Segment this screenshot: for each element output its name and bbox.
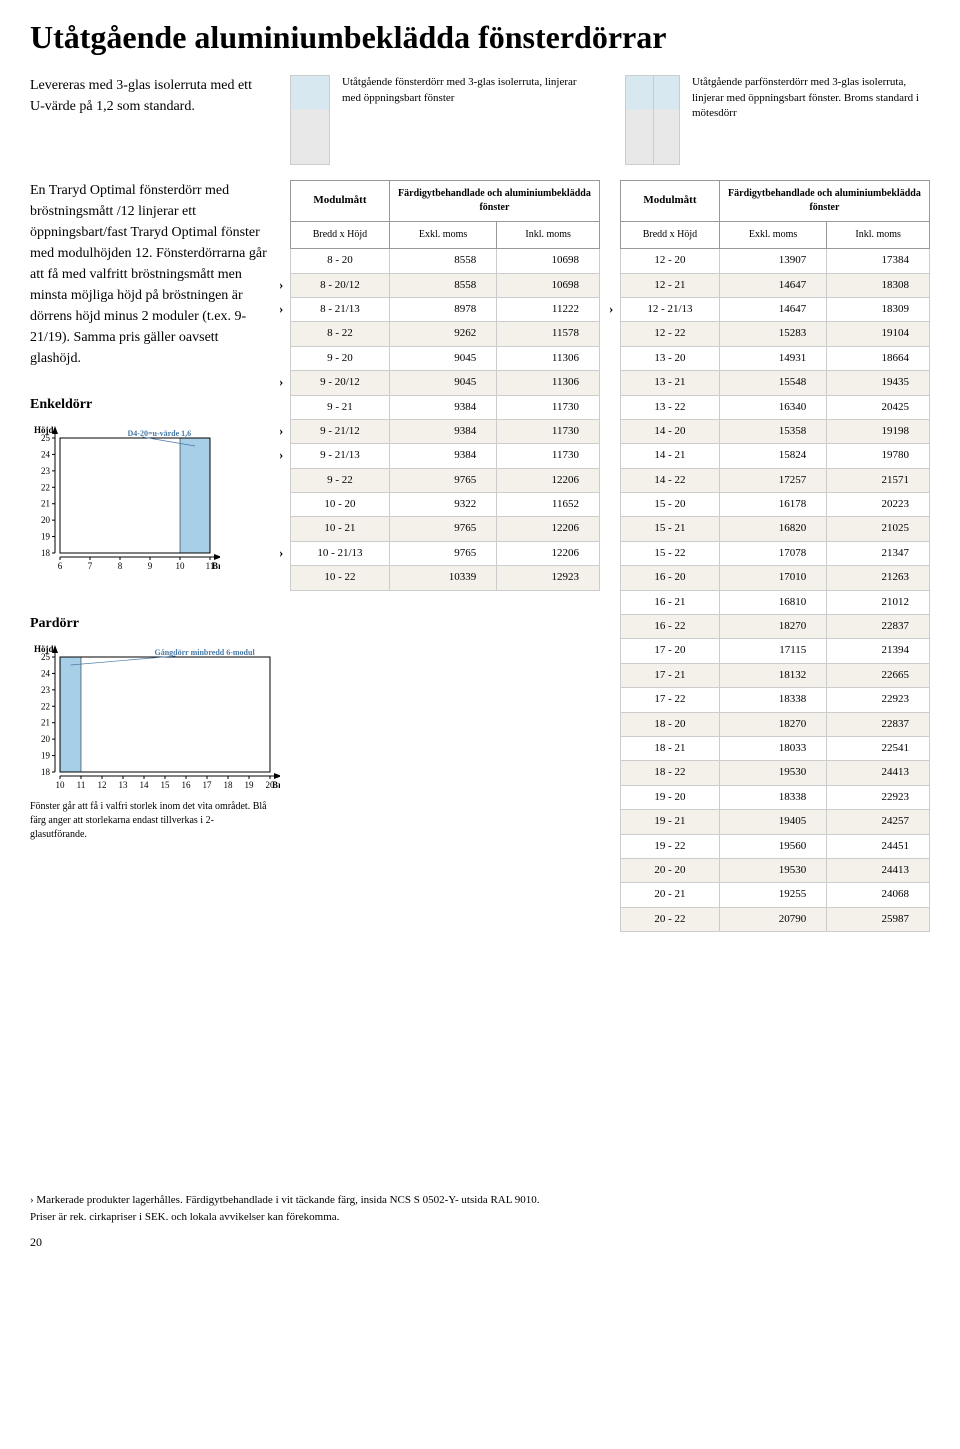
table-row: 12 - 201390717384 [621, 249, 930, 273]
table-row: 16 - 221827022837 [621, 615, 930, 639]
table-row: 9 - 20904511306 [291, 346, 600, 370]
table-row: 16 - 201701021263 [621, 566, 930, 590]
table-row: 9 - 21/12938411730 [291, 419, 600, 443]
table-row: 12 - 211464718308 [621, 273, 930, 297]
svg-text:24: 24 [41, 450, 51, 460]
table-row: 19 - 211940524257 [621, 810, 930, 834]
table-row: 9 - 20/12904511306 [291, 371, 600, 395]
table-row: 10 - 20932211652 [291, 493, 600, 517]
svg-text:21: 21 [41, 718, 50, 728]
svg-text:19: 19 [245, 780, 255, 790]
chart-footnote: Fönster går att få i valfri storlek inom… [30, 800, 270, 842]
svg-text:21: 21 [41, 499, 50, 509]
table-row: 8 - 21/13897811222 [291, 297, 600, 321]
stock-note: › Markerade produkter lagerhålles. Färdi… [30, 1192, 930, 1209]
body-text: En Traryd Optimal fönsterdörr med bröstn… [30, 180, 270, 369]
svg-text:Höjd: Höjd [34, 425, 54, 435]
intro-text: Levereras med 3-glas isolerruta med ett … [30, 75, 270, 117]
single-door-caption: Utåtgående fönsterdörr med 3-glas isoler… [342, 75, 595, 106]
table-row: 12 - 21/131464718309 [621, 297, 930, 321]
price-note: Priser är rek. cirkapriser i SEK. och lo… [30, 1209, 930, 1226]
table-row: 18 - 201827022837 [621, 712, 930, 736]
table-row: 18 - 221953024413 [621, 761, 930, 785]
chart2: 25242322212019181011121314151617181920Hö… [30, 642, 260, 792]
svg-text:14: 14 [140, 780, 150, 790]
table-row: 10 - 21/13976512206 [291, 541, 600, 565]
svg-text:18: 18 [41, 548, 51, 558]
svg-text:18: 18 [41, 767, 51, 777]
svg-text:16: 16 [182, 780, 192, 790]
svg-text:12: 12 [98, 780, 107, 790]
svg-text:8: 8 [118, 561, 123, 571]
price-table-single: ModulmåttFärdigytbehandlade och aluminiu… [290, 180, 600, 932]
single-door-image [290, 75, 330, 165]
table-row: 20 - 201953024413 [621, 858, 930, 882]
table-row: 18 - 211803322541 [621, 737, 930, 761]
chart1-title: Enkeldörr [30, 394, 270, 415]
table-row: 19 - 201833822923 [621, 785, 930, 809]
chart2-title: Pardörr [30, 613, 270, 634]
svg-text:23: 23 [41, 685, 51, 695]
table-row: 12 - 221528319104 [621, 322, 930, 346]
table-row: 9 - 21938411730 [291, 395, 600, 419]
table-row: 14 - 201535819198 [621, 419, 930, 443]
svg-text:15: 15 [161, 780, 171, 790]
table-row: 10 - 221033912923 [291, 566, 600, 590]
svg-text:19: 19 [41, 751, 51, 761]
svg-text:17: 17 [203, 780, 213, 790]
table-row: 15 - 221707821347 [621, 541, 930, 565]
table-row: 9 - 21/13938411730 [291, 444, 600, 468]
table-row: 10 - 21976512206 [291, 517, 600, 541]
double-door-image [625, 75, 680, 165]
svg-text:7: 7 [88, 561, 93, 571]
svg-text:6: 6 [58, 561, 63, 571]
table-row: 19 - 221956024451 [621, 834, 930, 858]
svg-text:Bredd: Bredd [272, 780, 280, 790]
page-title: Utåtgående aluminiumbeklädda fönsterdörr… [30, 20, 930, 55]
table-row: 9 - 22976512206 [291, 468, 600, 492]
table-row: 17 - 221833822923 [621, 688, 930, 712]
svg-text:10: 10 [176, 561, 186, 571]
svg-text:Bredd: Bredd [212, 561, 220, 571]
table-row: 16 - 211681021012 [621, 590, 930, 614]
svg-text:23: 23 [41, 466, 51, 476]
svg-text:13: 13 [119, 780, 129, 790]
table-row: 8 - 20855810698 [291, 249, 600, 273]
price-table-double: ModulmåttFärdigytbehandlade och aluminiu… [620, 180, 930, 932]
table-row: 14 - 211582419780 [621, 444, 930, 468]
svg-text:Gångdörr minbredd 6-modul: Gångdörr minbredd 6-modul [155, 648, 256, 657]
table-row: 20 - 222079025987 [621, 907, 930, 931]
double-door-caption: Utåtgående parfönsterdörr med 3-glas iso… [692, 75, 930, 121]
table-row: 15 - 211682021025 [621, 517, 930, 541]
table-row: 17 - 211813222665 [621, 663, 930, 687]
table-row: 14 - 221725721571 [621, 468, 930, 492]
svg-text:19: 19 [41, 532, 51, 542]
svg-text:11: 11 [77, 780, 86, 790]
page-number: 20 [30, 1233, 930, 1251]
table-row: 20 - 211925524068 [621, 883, 930, 907]
svg-text:D4-20=u-värde 1,6: D4-20=u-värde 1,6 [128, 429, 192, 438]
table-row: 8 - 22926211578 [291, 322, 600, 346]
svg-text:20: 20 [41, 734, 51, 744]
svg-text:18: 18 [224, 780, 234, 790]
svg-text:20: 20 [41, 515, 51, 525]
table-row: 13 - 201493118664 [621, 346, 930, 370]
table-row: 13 - 211554819435 [621, 371, 930, 395]
svg-text:Höjd: Höjd [34, 644, 54, 654]
svg-text:22: 22 [41, 701, 50, 711]
svg-text:10: 10 [56, 780, 66, 790]
table-row: 13 - 221634020425 [621, 395, 930, 419]
table-row: 15 - 201617820223 [621, 493, 930, 517]
svg-text:9: 9 [148, 561, 153, 571]
svg-text:22: 22 [41, 482, 50, 492]
chart1: 252423222120191867891011HöjdBreddD4-20=u… [30, 423, 260, 573]
table-row: 17 - 201711521394 [621, 639, 930, 663]
svg-text:24: 24 [41, 669, 51, 679]
table-row: 8 - 20/12855810698 [291, 273, 600, 297]
